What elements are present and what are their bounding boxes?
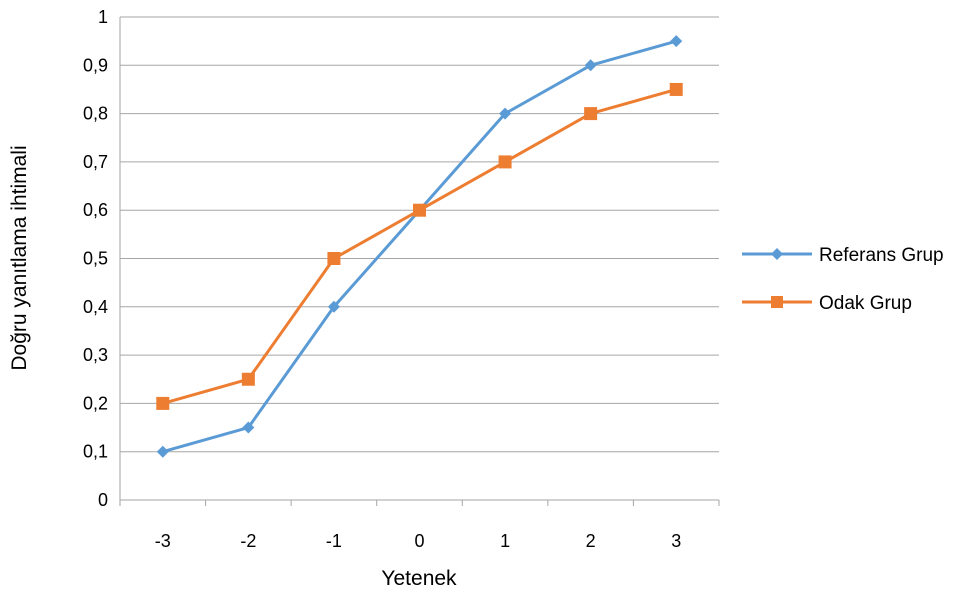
series-line bbox=[162, 39, 677, 454]
y-tick-label: 0,8 bbox=[83, 104, 108, 124]
data-point-diamond bbox=[499, 107, 512, 120]
y-tick-label: 0,6 bbox=[83, 200, 108, 220]
x-tick-label: -3 bbox=[155, 531, 171, 551]
y-tick-label: 0,5 bbox=[83, 249, 108, 269]
data-point-diamond bbox=[156, 445, 169, 458]
data-point-square bbox=[327, 252, 341, 265]
legend-label-odak: Odak Grup bbox=[819, 293, 912, 314]
y-tick-label: 0,3 bbox=[83, 345, 108, 365]
y-tick-label: 0,2 bbox=[83, 393, 108, 413]
y-tick-label: 0,7 bbox=[83, 152, 108, 172]
legend-item-odak: Odak Grup bbox=[742, 293, 912, 314]
x-tick-label: -2 bbox=[240, 531, 256, 551]
data-point-diamond bbox=[242, 421, 255, 434]
legend-label-referans: Referans Grup bbox=[819, 245, 944, 266]
series-lines bbox=[162, 39, 677, 454]
data-point-square bbox=[498, 155, 512, 169]
axes bbox=[119, 17, 720, 506]
data-point-diamond bbox=[670, 35, 683, 48]
x-tick-label: 1 bbox=[500, 531, 510, 551]
series-markers bbox=[156, 35, 683, 458]
data-point-square bbox=[413, 203, 426, 217]
y-axis-title: Doğru yanıtlama ihtimali bbox=[8, 145, 31, 370]
legend-diamond-marker bbox=[771, 248, 783, 260]
data-point-square bbox=[241, 372, 255, 386]
y-tick-label: 1 bbox=[98, 7, 108, 27]
y-tick-label: 0,4 bbox=[83, 297, 108, 317]
y-tick-label: 0 bbox=[98, 490, 108, 510]
data-point-square bbox=[584, 107, 598, 121]
tick-labels: 0 0,1 0,2 0,3 0,4 0,5 0,6 0,7 0,8 0,9 1 -3 -2 -1 0 1 2 3 bbox=[83, 7, 681, 551]
gridlines bbox=[120, 16, 719, 453]
legend-square-marker bbox=[771, 296, 783, 308]
y-tick-label: 0,9 bbox=[83, 55, 108, 75]
x-axis-title: Yetenek bbox=[381, 567, 457, 590]
x-tick-label: -1 bbox=[326, 531, 342, 551]
x-tick-label: 3 bbox=[671, 531, 681, 551]
legend: Referans Grup Odak Grup bbox=[742, 245, 944, 314]
y-tick-label: 0,1 bbox=[83, 442, 108, 462]
data-point-square bbox=[669, 82, 683, 96]
x-tick-label: 2 bbox=[586, 531, 596, 551]
legend-item-referans: Referans Grup bbox=[742, 245, 944, 266]
x-tick-label: 0 bbox=[414, 531, 424, 551]
data-point-diamond bbox=[584, 59, 597, 72]
data-point-diamond bbox=[327, 300, 340, 313]
data-point-square bbox=[156, 396, 170, 410]
series-line bbox=[162, 88, 677, 405]
